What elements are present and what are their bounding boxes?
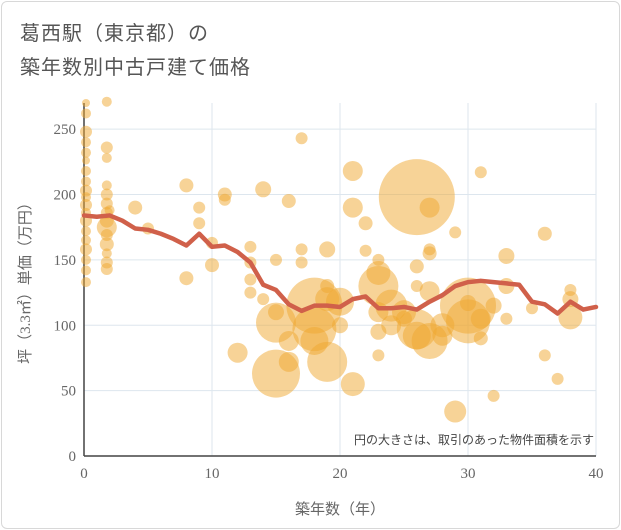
data-point: [319, 241, 336, 258]
average-price-line: [81, 213, 599, 316]
y-tick-label: 200: [54, 188, 77, 204]
data-point: [257, 293, 270, 306]
data-point: [80, 125, 92, 138]
chart-title: 葛西駅（東京都）の 築年数別中古戸建て価格: [20, 16, 251, 84]
data-point: [358, 216, 373, 231]
y-tick-label: 250: [54, 122, 77, 138]
data-point: [101, 152, 112, 163]
data-point: [193, 201, 206, 214]
data-point: [342, 197, 363, 218]
data-point: [101, 96, 112, 107]
data-point: [473, 331, 488, 346]
x-axis-title: 築年数（年）: [295, 500, 385, 518]
x-tick-label: 20: [333, 466, 348, 482]
y-tick-label: 100: [54, 318, 77, 334]
data-point: [227, 342, 248, 363]
data-point: [244, 273, 257, 286]
data-point: [419, 281, 440, 302]
data-point: [101, 180, 112, 191]
data-point: [558, 305, 583, 330]
data-point: [81, 226, 91, 237]
data-point: [270, 253, 282, 266]
data-point: [332, 317, 348, 334]
data-point: [80, 243, 92, 256]
data-point: [179, 178, 194, 193]
y-tick-label: 150: [54, 253, 77, 269]
data-point: [81, 265, 91, 276]
data-point: [244, 286, 257, 299]
y-axis-title: 坪（3.3㎡）単価（万円）: [17, 195, 34, 364]
data-point: [474, 166, 487, 179]
data-point: [409, 259, 424, 274]
chart-title-line-1: 葛西駅（東京都）の: [20, 21, 209, 45]
data-point: [100, 141, 113, 154]
x-tick-label: 40: [589, 466, 604, 482]
data-point: [100, 188, 113, 201]
data-point: [244, 240, 257, 253]
data-point: [449, 226, 462, 239]
data-point: [295, 256, 308, 269]
data-point: [526, 302, 538, 315]
data-point: [307, 341, 348, 382]
data-point: [378, 159, 455, 236]
data-point: [340, 372, 365, 397]
data-point: [81, 108, 91, 119]
data-point: [326, 287, 354, 316]
data-point: [470, 308, 491, 329]
y-tick-label: 50: [61, 384, 76, 400]
data-point: [82, 99, 90, 107]
data-point: [255, 181, 272, 198]
data-point: [410, 280, 423, 293]
data-point: [128, 200, 143, 215]
data-point: [278, 351, 299, 372]
data-point: [104, 205, 115, 216]
data-point: [81, 147, 91, 158]
data-point: [295, 243, 308, 256]
data-point: [179, 271, 194, 286]
data-point: [359, 244, 372, 257]
data-point: [487, 389, 500, 402]
data-point: [81, 137, 91, 148]
data-point: [82, 156, 90, 165]
data-point: [81, 235, 91, 246]
data-point: [500, 312, 513, 325]
data-point: [295, 132, 308, 145]
data-point: [81, 176, 91, 187]
data-point: [81, 254, 91, 265]
chart-title-line-2: 築年数別中古戸建て価格: [20, 55, 251, 79]
data-point: [205, 258, 219, 273]
data-point: [281, 194, 296, 209]
data-point: [193, 217, 206, 230]
data-point: [81, 277, 91, 288]
data-point: [537, 226, 552, 241]
data-point: [498, 247, 515, 264]
data-point: [99, 237, 114, 252]
data-point: [100, 263, 113, 276]
data-point: [551, 372, 564, 385]
data-point: [460, 295, 476, 312]
x-tick-label: 0: [80, 466, 88, 482]
data-point: [81, 165, 91, 176]
bubble-size-note: 円の大きさは、取引のあった物件面積を示す: [354, 432, 594, 447]
data-point: [372, 349, 385, 362]
data-point: [538, 349, 551, 362]
data-point: [101, 248, 112, 259]
data-point: [419, 197, 440, 218]
x-tick-label: 30: [461, 466, 476, 482]
data-point: [485, 297, 502, 314]
data-point: [432, 325, 453, 346]
data-point: [444, 400, 467, 423]
x-tick-label: 10: [205, 466, 220, 482]
data-point: [342, 160, 363, 181]
bubbles: [80, 96, 583, 423]
data-point: [422, 246, 437, 261]
y-tick-label: 0: [69, 449, 77, 465]
data-point: [218, 193, 231, 206]
data-point: [80, 198, 92, 211]
